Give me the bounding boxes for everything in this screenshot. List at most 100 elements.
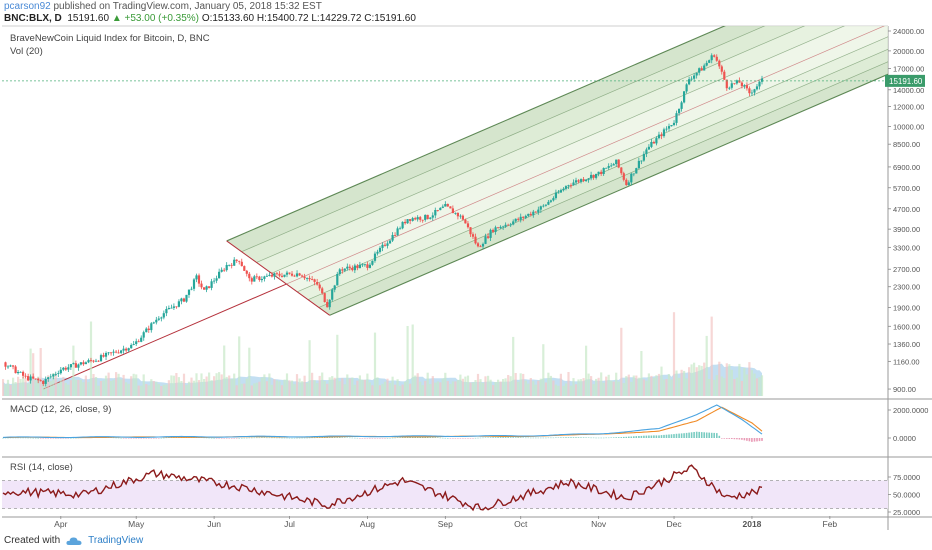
candle-body[interactable] (466, 223, 470, 228)
candle-body[interactable] (748, 88, 751, 94)
candle-body[interactable] (454, 212, 457, 214)
candle-body[interactable] (338, 269, 341, 275)
candle-body[interactable] (718, 60, 721, 67)
candle-body[interactable] (331, 289, 334, 300)
candle-body[interactable] (72, 363, 75, 365)
candle-body[interactable] (549, 200, 552, 202)
candle-body[interactable] (218, 271, 221, 279)
candle-body[interactable] (127, 348, 130, 351)
candle-body[interactable] (637, 160, 640, 169)
candle-body[interactable] (615, 159, 618, 165)
candle-body[interactable] (693, 75, 696, 79)
rsi-indicator-label[interactable]: RSI (14, close) (10, 462, 73, 473)
candle-body[interactable] (49, 376, 52, 378)
candle-body[interactable] (77, 364, 80, 368)
candle-body[interactable] (268, 274, 271, 276)
candle-body[interactable] (509, 224, 512, 226)
candle-body[interactable] (401, 221, 404, 229)
candle-body[interactable] (258, 276, 261, 280)
candle-body[interactable] (117, 352, 120, 354)
candle-body[interactable] (200, 283, 203, 288)
candle-body[interactable] (678, 108, 681, 114)
candle-body[interactable] (137, 341, 140, 343)
candle-body[interactable] (391, 235, 394, 241)
candle-body[interactable] (9, 365, 12, 367)
candle-body[interactable] (572, 182, 575, 186)
candle-body[interactable] (406, 219, 409, 224)
candle-body[interactable] (64, 367, 67, 370)
candle-body[interactable] (145, 328, 148, 333)
candle-body[interactable] (353, 265, 356, 271)
candle-body[interactable] (373, 253, 377, 261)
candle-body[interactable] (225, 265, 228, 271)
candle-body[interactable] (431, 215, 434, 218)
candle-body[interactable] (564, 186, 568, 189)
candle-body[interactable] (504, 224, 507, 227)
candle-body[interactable] (333, 285, 336, 290)
candle-body[interactable] (32, 376, 35, 379)
candle-body[interactable] (97, 360, 100, 362)
candle-body[interactable] (180, 298, 183, 302)
candle-body[interactable] (47, 377, 50, 379)
candle-body[interactable] (84, 362, 87, 365)
candle-body[interactable] (735, 80, 738, 84)
candle-body[interactable] (363, 264, 366, 266)
candle-body[interactable] (120, 350, 123, 353)
candle-body[interactable] (233, 259, 236, 266)
volume-indicator-label[interactable]: Vol (20) (10, 46, 43, 57)
candle-body[interactable] (642, 153, 645, 161)
candle-body[interactable] (595, 173, 598, 178)
candle-body[interactable] (667, 126, 671, 129)
candle-body[interactable] (474, 236, 477, 244)
candle-body[interactable] (632, 173, 635, 175)
candle-body[interactable] (142, 332, 145, 338)
candle-body[interactable] (135, 341, 138, 344)
candle-body[interactable] (554, 192, 557, 199)
candle-body[interactable] (12, 365, 15, 367)
candle-body[interactable] (250, 278, 253, 282)
candle-body[interactable] (22, 371, 25, 376)
candle-body[interactable] (690, 78, 693, 80)
candle-body[interactable] (577, 180, 580, 182)
candle-body[interactable] (733, 83, 736, 85)
candle-body[interactable] (492, 229, 495, 232)
candle-body[interactable] (388, 240, 392, 244)
candle-body[interactable] (182, 298, 186, 302)
candle-body[interactable] (685, 84, 688, 92)
candle-body[interactable] (630, 173, 633, 183)
candle-body[interactable] (356, 265, 359, 269)
candle-body[interactable] (434, 210, 437, 216)
candle-body[interactable] (6, 366, 10, 368)
candle-body[interactable] (469, 227, 472, 235)
candle-body[interactable] (285, 272, 289, 275)
candle-body[interactable] (288, 272, 291, 274)
candle-body[interactable] (416, 217, 419, 220)
candle-body[interactable] (87, 360, 90, 363)
candle-body[interactable] (585, 179, 588, 181)
candle-body[interactable] (446, 204, 449, 207)
candle-body[interactable] (487, 236, 490, 238)
candle-body[interactable] (569, 185, 573, 186)
candle-body[interactable] (627, 182, 630, 185)
candle-body[interactable] (421, 219, 424, 221)
candle-body[interactable] (688, 79, 691, 85)
candle-body[interactable] (34, 378, 37, 380)
candle-body[interactable] (197, 275, 201, 284)
tradingview-brand-link[interactable]: TradingView (88, 535, 144, 546)
candle-body[interactable] (464, 219, 467, 224)
candle-body[interactable] (710, 55, 713, 61)
candle-body[interactable] (502, 226, 505, 228)
candle-body[interactable] (29, 376, 32, 381)
candle-body[interactable] (567, 185, 570, 187)
candle-body[interactable] (160, 317, 163, 319)
candle-body[interactable] (94, 360, 98, 362)
candle-body[interactable] (295, 273, 299, 277)
candle-body[interactable] (223, 269, 226, 271)
candle-body[interactable] (647, 146, 650, 150)
candle-body[interactable] (698, 68, 701, 73)
candle-body[interactable] (52, 374, 55, 377)
candle-body[interactable] (424, 214, 427, 220)
candle-body[interactable] (190, 288, 193, 290)
candle-body[interactable] (451, 208, 454, 214)
